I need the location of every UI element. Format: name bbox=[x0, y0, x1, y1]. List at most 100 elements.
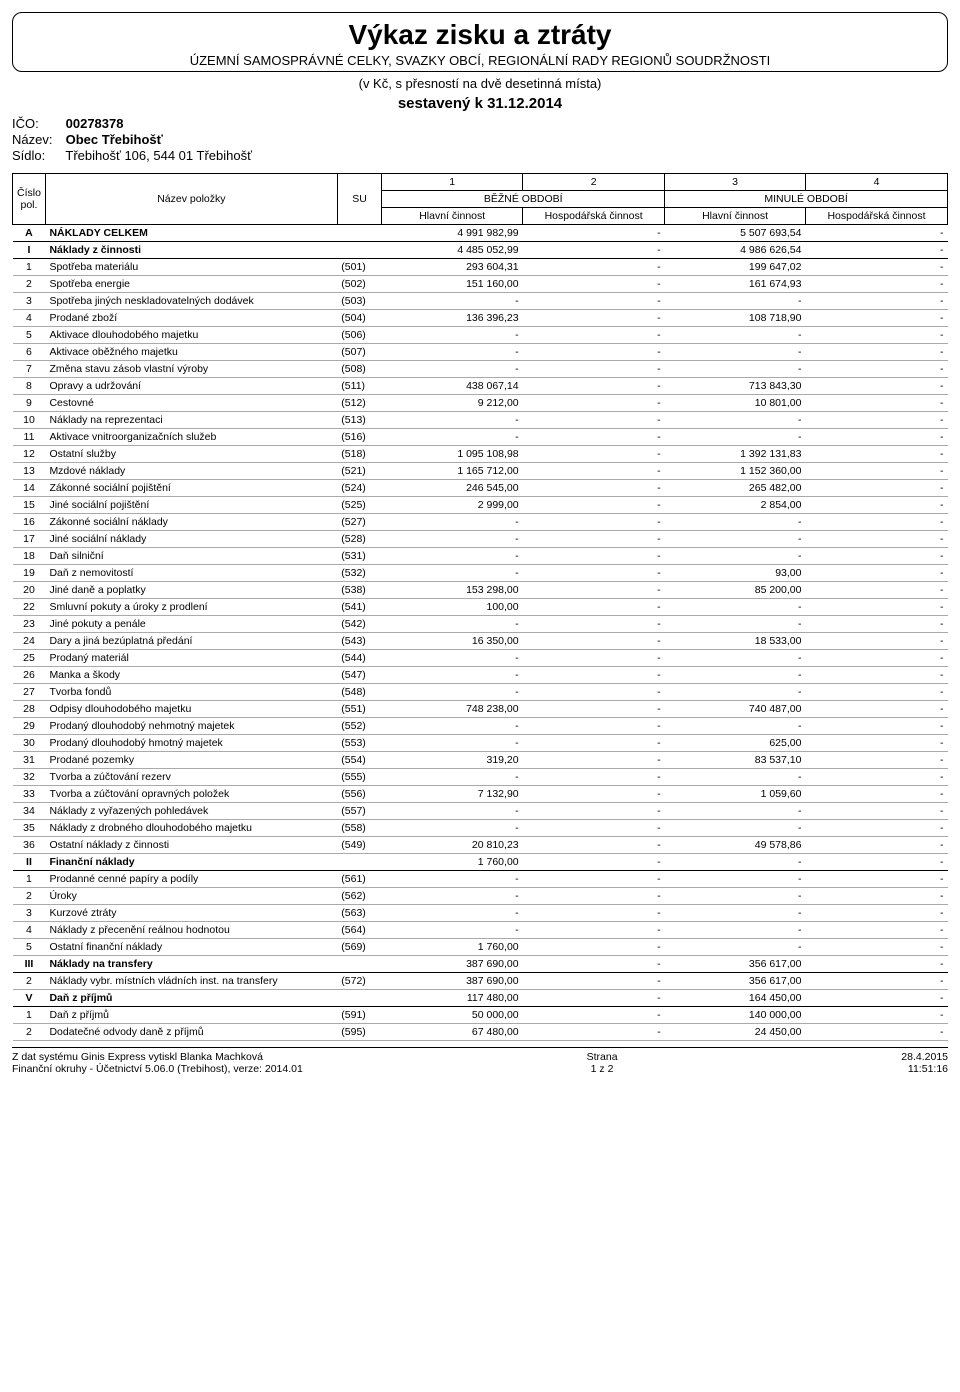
row-su: (548) bbox=[337, 684, 381, 701]
row-v2: - bbox=[523, 701, 665, 718]
row-v1: - bbox=[382, 361, 523, 378]
row-v1: 319,20 bbox=[382, 752, 523, 769]
row-v2: - bbox=[523, 361, 665, 378]
row-name: Cestovné bbox=[45, 395, 337, 412]
row-v3: 83 537,10 bbox=[665, 752, 806, 769]
row-v1: - bbox=[382, 293, 523, 310]
row-name: Spotřeba jiných neskladovatelných dodáve… bbox=[45, 293, 337, 310]
row-v3: 140 000,00 bbox=[665, 1007, 806, 1024]
row-v4: - bbox=[805, 888, 947, 905]
row-v2: - bbox=[523, 429, 665, 446]
row-name: Opravy a udržování bbox=[45, 378, 337, 395]
row-v4: - bbox=[805, 786, 947, 803]
row-name: Náklady z přecenění reálnou hodnotou bbox=[45, 922, 337, 939]
row-v1: 9 212,00 bbox=[382, 395, 523, 412]
row-name: Odpisy dlouhodobého majetku bbox=[45, 701, 337, 718]
row-su: (524) bbox=[337, 480, 381, 497]
row-v4: - bbox=[805, 973, 947, 990]
row-num: 5 bbox=[13, 939, 46, 956]
footer-mid2: 1 z 2 bbox=[587, 1063, 618, 1075]
row-v4: - bbox=[805, 735, 947, 752]
row-v2: - bbox=[523, 412, 665, 429]
row-name: Tvorba fondů bbox=[45, 684, 337, 701]
row-v4: - bbox=[805, 599, 947, 616]
row-v2: - bbox=[523, 888, 665, 905]
row-name: Tvorba a zúčtování opravných položek bbox=[45, 786, 337, 803]
row-name: Zákonné sociální pojištění bbox=[45, 480, 337, 497]
row-v4: - bbox=[805, 1007, 947, 1024]
row-v4: - bbox=[805, 650, 947, 667]
table-row: ANÁKLADY CELKEM4 991 982,99-5 507 693,54… bbox=[13, 225, 948, 242]
row-v3: - bbox=[665, 667, 806, 684]
row-v4: - bbox=[805, 990, 947, 1007]
row-v1: - bbox=[382, 684, 523, 701]
row-v1: 136 396,23 bbox=[382, 310, 523, 327]
table-row: 4Náklady z přecenění reálnou hodnotou(56… bbox=[13, 922, 948, 939]
table-row: 2Spotřeba energie(502)151 160,00-161 674… bbox=[13, 276, 948, 293]
row-v4: - bbox=[805, 378, 947, 395]
row-v4: - bbox=[805, 565, 947, 582]
table-row: 24Dary a jiná bezúplatná předání(543)16 … bbox=[13, 633, 948, 650]
row-name: Náklady na transfery bbox=[45, 956, 337, 973]
row-name: Kurzové ztráty bbox=[45, 905, 337, 922]
table-row: 3Spotřeba jiných neskladovatelných dodáv… bbox=[13, 293, 948, 310]
row-num: 18 bbox=[13, 548, 46, 565]
row-su: (552) bbox=[337, 718, 381, 735]
row-num: 9 bbox=[13, 395, 46, 412]
row-v4: - bbox=[805, 548, 947, 565]
row-v4: - bbox=[805, 582, 947, 599]
table-row: 34Náklady z vyřazených pohledávek(557)--… bbox=[13, 803, 948, 820]
row-v3: 49 578,86 bbox=[665, 837, 806, 854]
table-row: IIFinanční náklady1 760,00--- bbox=[13, 854, 948, 871]
row-name: Jiné daně a poplatky bbox=[45, 582, 337, 599]
row-num: I bbox=[13, 242, 46, 259]
row-v4: - bbox=[805, 514, 947, 531]
ico-label: IČO: bbox=[12, 116, 62, 131]
row-name: Prodanné cenné papíry a podíly bbox=[45, 871, 337, 888]
row-name: Daň silniční bbox=[45, 548, 337, 565]
row-v3: - bbox=[665, 769, 806, 786]
row-v4: - bbox=[805, 463, 947, 480]
row-name: Manka a škody bbox=[45, 667, 337, 684]
row-su: (547) bbox=[337, 667, 381, 684]
row-v1: 748 238,00 bbox=[382, 701, 523, 718]
hdr-nazev: Název položky bbox=[45, 174, 337, 225]
row-v2: - bbox=[523, 548, 665, 565]
row-v3: - bbox=[665, 684, 806, 701]
row-name: Daň z příjmů bbox=[45, 990, 337, 1007]
row-v1: 16 350,00 bbox=[382, 633, 523, 650]
row-v3: 24 450,00 bbox=[665, 1024, 806, 1041]
row-num: 25 bbox=[13, 650, 46, 667]
row-su: (503) bbox=[337, 293, 381, 310]
row-v3: 93,00 bbox=[665, 565, 806, 582]
row-v2: - bbox=[523, 973, 665, 990]
row-su: (511) bbox=[337, 378, 381, 395]
footer-left: Z dat systému Ginis Express vytiskl Blan… bbox=[12, 1051, 303, 1075]
row-su: (512) bbox=[337, 395, 381, 412]
row-su: (551) bbox=[337, 701, 381, 718]
table-row: IIINáklady na transfery387 690,00-356 61… bbox=[13, 956, 948, 973]
row-v3: 1 152 360,00 bbox=[665, 463, 806, 480]
row-v4: - bbox=[805, 922, 947, 939]
row-v4: - bbox=[805, 497, 947, 514]
row-name: Prodaný dlouhodobý nehmotný majetek bbox=[45, 718, 337, 735]
row-v4: - bbox=[805, 684, 947, 701]
row-v2: - bbox=[523, 242, 665, 259]
row-name: Jiné sociální pojištění bbox=[45, 497, 337, 514]
row-su: (521) bbox=[337, 463, 381, 480]
row-v2: - bbox=[523, 531, 665, 548]
row-v2: - bbox=[523, 752, 665, 769]
row-v1: 293 604,31 bbox=[382, 259, 523, 276]
row-num: 4 bbox=[13, 922, 46, 939]
table-row: 12Ostatní služby(518)1 095 108,98-1 392 … bbox=[13, 446, 948, 463]
row-v2: - bbox=[523, 684, 665, 701]
row-v1: - bbox=[382, 871, 523, 888]
footer-right1: 28.4.2015 bbox=[901, 1051, 948, 1063]
row-num: 2 bbox=[13, 973, 46, 990]
row-num: 23 bbox=[13, 616, 46, 633]
row-num: 35 bbox=[13, 820, 46, 837]
table-row: 4Prodané zboží(504)136 396,23-108 718,90… bbox=[13, 310, 948, 327]
row-v1: - bbox=[382, 650, 523, 667]
row-v2: - bbox=[523, 480, 665, 497]
row-v3: - bbox=[665, 854, 806, 871]
